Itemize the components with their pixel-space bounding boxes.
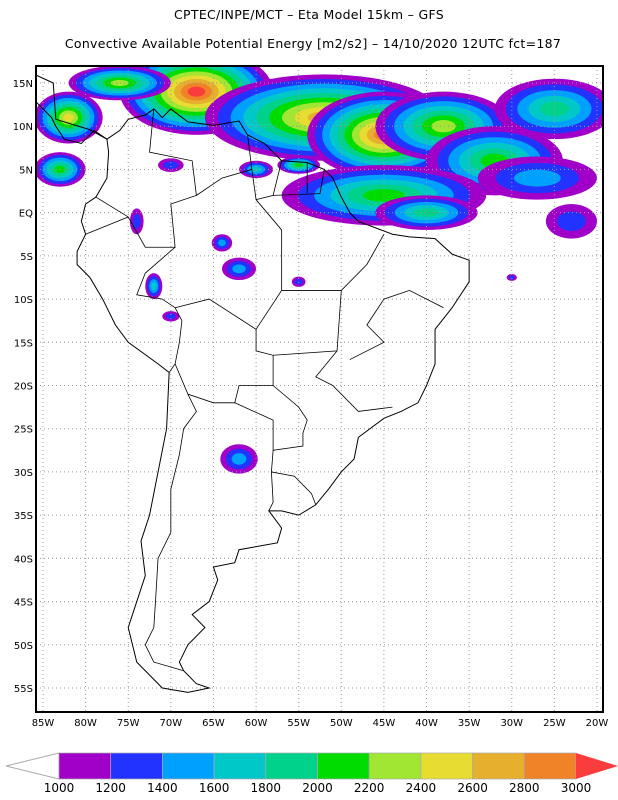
cape-contour xyxy=(166,313,176,320)
political-border xyxy=(174,298,274,404)
cape-contour xyxy=(508,275,515,280)
colorbar-label: 1800 xyxy=(250,781,282,795)
political-border xyxy=(271,471,317,505)
political-border xyxy=(255,234,385,330)
lon-tick-label: 55W xyxy=(287,718,310,729)
colorbar-label: 1200 xyxy=(95,781,126,795)
chart-subtitle: Convective Available Potential Energy [m… xyxy=(64,36,562,51)
lon-tick-label: 50W xyxy=(330,718,353,729)
lon-tick-label: 30W xyxy=(500,718,523,729)
colorbar-label: 3000 xyxy=(560,781,592,795)
cape-contour xyxy=(151,282,157,291)
colorbar-label: 1000 xyxy=(43,781,75,795)
cape-contour xyxy=(232,264,246,274)
lat-tick-label: 20S xyxy=(14,382,33,393)
lon-tick-label: 60W xyxy=(245,718,268,729)
cape-contour xyxy=(556,211,586,232)
lon-tick-label: 80W xyxy=(74,718,97,729)
lat-tick-label: 55S xyxy=(14,684,33,695)
colorbar-swatch xyxy=(110,752,163,780)
lat-tick-label: 10N xyxy=(13,122,33,133)
lon-tick-label: 75W xyxy=(117,718,140,729)
cape-contour xyxy=(539,101,570,117)
lat-tick-label: 35S xyxy=(14,511,33,522)
cape-contour xyxy=(231,453,247,465)
political-border xyxy=(273,169,325,196)
colorbar-label: 2400 xyxy=(405,781,437,795)
lon-tick-label: 25W xyxy=(543,718,566,729)
colorbar-swatch xyxy=(420,752,473,780)
colorbar-label: 2000 xyxy=(302,781,333,795)
lat-tick-label: 45S xyxy=(14,598,33,609)
lat-tick-label: 5S xyxy=(20,252,33,263)
colorbar-swatch xyxy=(368,752,422,780)
colorbar-label: 1400 xyxy=(147,781,178,795)
lon-tick-label: 70W xyxy=(160,718,183,729)
political-border xyxy=(251,160,283,201)
political-border xyxy=(95,108,197,248)
chart-title: CPTEC/INPE/MCT – Eta Model 15km – GFS xyxy=(174,7,444,22)
cape-contour xyxy=(362,189,406,202)
political-border xyxy=(234,385,308,451)
cape-contour xyxy=(110,79,129,87)
colorbar-swatch xyxy=(523,752,577,780)
lat-tick-label: 40S xyxy=(14,554,33,565)
lat-tick-label: 15S xyxy=(14,338,33,349)
colorbar-swatch xyxy=(58,752,112,780)
colorbar-swatch xyxy=(265,752,318,780)
political-border xyxy=(144,393,197,672)
lon-tick-label: 85W xyxy=(32,718,55,729)
political-border xyxy=(255,199,283,291)
lon-tick-label: 65W xyxy=(202,718,225,729)
cape-contour xyxy=(132,213,141,229)
colorbar-swatch xyxy=(162,752,215,780)
lat-tick-label: EQ xyxy=(19,209,33,220)
colorbar-label: 2200 xyxy=(353,781,385,795)
colorbar-label: 2600 xyxy=(457,781,488,795)
map-content xyxy=(36,66,603,712)
lat-tick-label: 10S xyxy=(14,295,33,306)
cape-contour xyxy=(63,113,74,122)
colorbar-swatch xyxy=(317,752,370,780)
political-border xyxy=(196,134,253,196)
colorbar-label: 1600 xyxy=(198,781,230,795)
cape-contour xyxy=(294,163,304,167)
lon-tick-label: 35W xyxy=(458,718,481,729)
map-frame xyxy=(35,65,604,713)
cape-contour xyxy=(217,239,227,247)
lat-tick-label: 25S xyxy=(14,425,33,436)
cape-map: 15N 10N 5N EQ 5S 10S 15S 20S 25S 30S 35S 40S 45S 50S 5… xyxy=(13,65,609,729)
political-border xyxy=(85,216,129,235)
coastline-caribbean xyxy=(36,74,108,140)
colorbar-swatch xyxy=(213,752,267,780)
lon-tick-label: 20W xyxy=(586,718,609,729)
political-border xyxy=(349,289,444,360)
political-border xyxy=(273,290,342,356)
cape-contour xyxy=(187,86,206,97)
cape-contour xyxy=(163,161,179,170)
cape-contour xyxy=(513,169,561,187)
lon-tick-label: 45W xyxy=(373,718,396,729)
colorbar-min-triangle xyxy=(5,752,60,780)
colorbar-swatch xyxy=(472,752,525,780)
political-border xyxy=(315,350,393,412)
lat-tick-label: 50S xyxy=(14,641,33,652)
cape-contour xyxy=(294,278,303,285)
lat-tick-label: 30S xyxy=(14,468,33,479)
lon-tick-label: 40W xyxy=(415,718,438,729)
colorbar-label: 2800 xyxy=(509,781,540,795)
colorbar-max-triangle xyxy=(576,753,618,779)
political-border xyxy=(268,450,274,512)
lat-tick-label: 5N xyxy=(19,165,33,176)
cape-contour xyxy=(413,208,440,217)
lat-tick-label: 15N xyxy=(13,79,33,90)
cape-contour xyxy=(431,120,456,133)
